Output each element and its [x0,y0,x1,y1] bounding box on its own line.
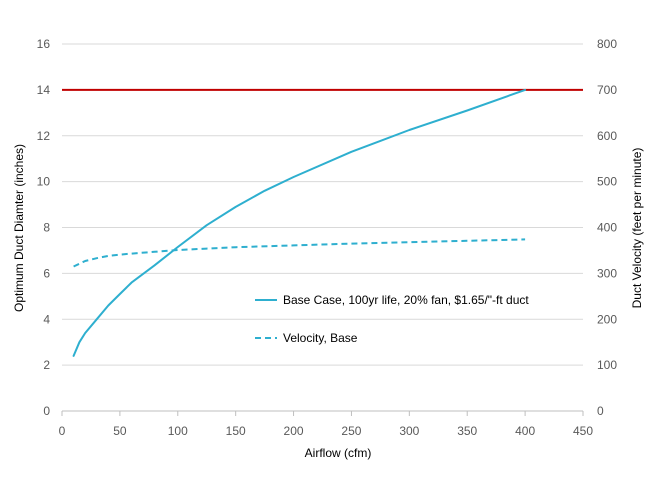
x-tick-label-5: 250 [341,424,361,438]
y-tick-label-2: 4 [43,312,50,326]
y-tick-label-1: 2 [43,358,50,372]
y-tick-label-7: 14 [37,83,51,97]
x-tick-label-6: 300 [399,424,419,438]
y2-tick-label-7: 700 [597,83,617,97]
y2-tick-label-6: 600 [597,129,617,143]
series-line-1 [73,238,526,268]
series-layer [72,88,527,357]
x-tick-labels: 0 50 100 150 200 250 300 350 400 450 [59,424,594,438]
y-tick-labels: 0 2 4 6 8 10 12 14 16 [37,37,51,418]
x-tick-label-8: 400 [515,424,535,438]
legend: Base Case, 100yr life, 20% fan, $1.65/"-… [255,293,529,345]
y2-tick-label-1: 100 [597,358,617,372]
x-tick-label-9: 450 [573,424,593,438]
x-tick-label-3: 150 [226,424,246,438]
y2-tick-label-2: 200 [597,312,617,326]
y-axis-title: Optimum Duct Diamter (inches) [12,144,26,312]
x-tick-label-7: 350 [457,424,477,438]
y-tick-label-0: 0 [43,404,50,418]
series-line-0 [72,88,527,357]
x-tick-label-0: 0 [59,424,66,438]
y2-tick-label-0: 0 [597,404,604,418]
gridlines [62,43,583,412]
axes [61,410,584,416]
y2-axis-title: Duct Velocity (feet per minute) [630,148,644,309]
x-axis-title: Airflow (cfm) [305,446,372,460]
y2-tick-labels: 0 100 200 300 400 500 600 700 800 [597,37,617,418]
y-tick-label-4: 8 [43,221,50,235]
x-tick-label-2: 100 [168,424,188,438]
legend-label-velocity: Velocity, Base [283,331,358,345]
y2-tick-label-8: 800 [597,37,617,51]
x-tick-label-1: 50 [113,424,127,438]
y-tick-label-3: 6 [43,266,50,280]
x-tick-label-4: 200 [284,424,304,438]
y-tick-label-6: 12 [37,129,51,143]
y2-tick-label-4: 400 [597,221,617,235]
y2-tick-label-5: 500 [597,175,617,189]
y2-tick-label-3: 300 [597,266,617,280]
y-tick-label-5: 10 [37,175,51,189]
y-tick-label-8: 16 [37,37,51,51]
legend-label-base-case: Base Case, 100yr life, 20% fan, $1.65/"-… [283,293,529,307]
